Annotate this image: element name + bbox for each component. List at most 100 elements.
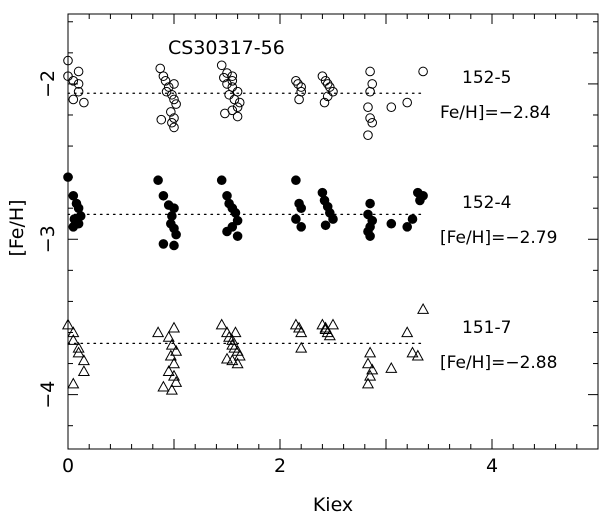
point-152-5 [63, 55, 73, 66]
point-152-4 [230, 208, 241, 218]
point-151-7 [152, 326, 165, 338]
point-151-7 [361, 357, 375, 369]
point-152-5 [169, 122, 179, 133]
point-151-7 [170, 375, 183, 387]
point-151-7 [167, 357, 181, 369]
series-mean-label-151-7: [Fe/H]=−2.88 [440, 353, 557, 373]
point-151-7 [157, 380, 170, 392]
point-152-5 [227, 71, 238, 81]
point-151-7 [226, 334, 239, 345]
mean-lines [67, 92, 424, 345]
series-label-152-4: 152-4 [462, 193, 511, 213]
point-152-5 [365, 66, 375, 77]
point-152-4 [169, 240, 179, 251]
point-152-4 [169, 203, 179, 213]
point-152-4 [158, 239, 169, 249]
point-152-5 [322, 91, 333, 102]
series-mean-label-152-4: [Fe/H]=−2.79 [440, 228, 557, 248]
point-152-5 [291, 76, 301, 86]
point-152-4 [153, 175, 163, 186]
y-axis-label: [Fe/H] [6, 199, 28, 256]
point-152-5 [227, 76, 238, 86]
point-152-5 [296, 82, 307, 92]
point-152-5 [322, 79, 333, 89]
point-151-7 [77, 354, 90, 366]
point-152-5 [68, 76, 79, 86]
point-152-5 [224, 89, 234, 100]
point-152-5 [367, 117, 378, 128]
x-tick-label: 4 [486, 455, 498, 477]
point-152-5 [319, 97, 330, 108]
point-151-7 [170, 344, 183, 356]
point-152-4 [232, 215, 243, 226]
y-tick-label: −2 [37, 70, 59, 98]
point-152-4 [402, 222, 413, 232]
point-151-7 [67, 326, 80, 338]
point-152-4 [418, 190, 428, 201]
point-152-5 [365, 113, 375, 123]
point-152-4 [328, 214, 338, 224]
point-152-5 [169, 94, 179, 105]
point-151-7 [229, 326, 242, 338]
point-152-4 [216, 175, 227, 186]
point-152-5 [158, 71, 169, 81]
point-152-4 [232, 231, 243, 241]
point-152-5 [68, 94, 79, 105]
point-152-5 [160, 76, 171, 86]
x-axis-ticks: 0 2 4 [62, 14, 599, 477]
point-152-5 [234, 97, 245, 108]
point-152-5 [79, 97, 89, 108]
point-151-7 [295, 326, 308, 338]
point-152-5 [167, 117, 177, 128]
data-points [61, 55, 430, 395]
point-151-7 [323, 329, 336, 341]
point-152-5 [73, 86, 84, 97]
point-152-4 [167, 211, 177, 221]
point-151-7 [72, 346, 85, 358]
plot-frame [67, 13, 599, 450]
point-151-7 [364, 346, 377, 358]
point-151-7 [406, 346, 419, 358]
point-151-7 [231, 357, 244, 369]
point-151-7 [319, 321, 332, 333]
chart-title: CS30317-56 [168, 37, 285, 59]
point-152-4 [222, 190, 232, 201]
point-151-7 [162, 330, 175, 342]
point-151-7 [67, 377, 80, 389]
point-152-5 [156, 114, 167, 125]
point-152-4 [296, 222, 307, 232]
point-152-4 [291, 214, 301, 224]
x-axis-label: Kiex [313, 494, 353, 516]
x-tick-label: 2 [274, 455, 286, 477]
point-151-7 [164, 349, 177, 361]
point-152-5 [386, 102, 397, 113]
point-152-4 [171, 229, 181, 240]
point-151-7 [165, 338, 178, 350]
point-152-5 [365, 86, 375, 97]
point-152-5 [73, 79, 84, 89]
point-151-7 [364, 369, 377, 381]
point-152-4 [291, 175, 301, 186]
point-152-4 [63, 172, 73, 182]
point-151-7 [326, 318, 340, 330]
point-151-7 [226, 354, 239, 366]
point-152-5 [418, 66, 428, 77]
point-152-4 [222, 226, 232, 237]
point-152-5 [220, 108, 230, 119]
series-label-152-5: 152-5 [462, 68, 511, 88]
point-152-4 [386, 218, 397, 229]
point-151-7 [167, 321, 181, 333]
point-151-7 [385, 361, 398, 373]
point-151-7 [61, 318, 75, 330]
point-151-7 [72, 341, 85, 353]
point-152-4 [73, 203, 84, 213]
x-tick-label: 0 [62, 455, 74, 477]
point-151-7 [411, 349, 424, 361]
point-151-7 [401, 326, 414, 338]
point-151-7 [165, 383, 178, 395]
point-152-4 [365, 231, 375, 241]
point-152-4 [365, 198, 375, 209]
point-152-5 [363, 102, 373, 113]
point-152-5 [169, 113, 179, 123]
series-label-151-7: 151-7 [462, 318, 511, 338]
